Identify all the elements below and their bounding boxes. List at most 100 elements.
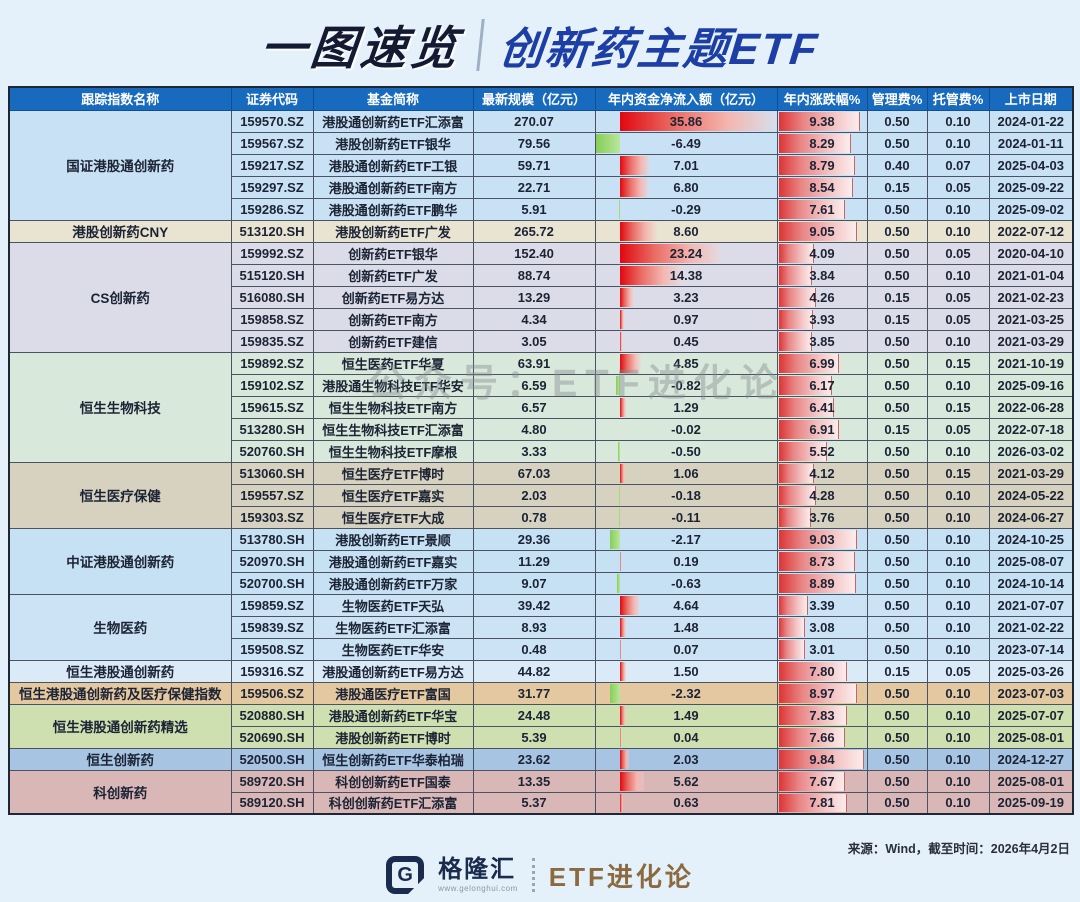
- cell-custody-fee: 0.05: [926, 659, 990, 683]
- cell-custody-fee: 0.10: [926, 527, 990, 551]
- title-divider-bar: [476, 19, 485, 71]
- table-row: 港股创新药CNY 513120.SH 港股创新药ETF广发 265.72 8.60 9.0…: [8, 219, 1074, 243]
- cell-fund-name: 恒生生物科技ETF摩根: [312, 439, 474, 463]
- cell-change: 7.67: [776, 769, 868, 793]
- cell-code: 520700.SH: [230, 571, 314, 595]
- cell-code: 159286.SZ: [230, 197, 314, 221]
- cell-scale: 4.80: [472, 417, 596, 441]
- cell-change: 3.85: [776, 329, 868, 353]
- cell-custody-fee: 0.15: [926, 395, 990, 419]
- cell-list-date: 2024-10-25: [988, 527, 1074, 551]
- inflow-value: 3.23: [673, 289, 699, 305]
- change-bar: [778, 353, 840, 373]
- cell-fund-name: 港股创新药ETF广发: [312, 219, 474, 243]
- cell-inflow: 0.63: [594, 791, 778, 815]
- page-title: 一图速览 创新药主题ETF: [0, 0, 1080, 84]
- cell-code: 159506.SZ: [230, 681, 314, 705]
- cell-inflow: 1.48: [594, 615, 778, 639]
- table-row: 513280.SH 恒生生物科技ETF汇添富 4.80 -0.02 6.91 0.15 0.…: [9, 417, 1074, 441]
- cell-list-date: 2024-01-11: [988, 131, 1074, 155]
- cell-mgmt-fee: 0.50: [866, 373, 928, 397]
- inflow-positive-bar: [619, 463, 625, 483]
- cell-scale: 0.48: [472, 637, 596, 661]
- cell-inflow: -0.82: [594, 373, 778, 397]
- cell-change: 9.84: [776, 747, 868, 771]
- cell-mgmt-fee: 0.15: [866, 175, 928, 199]
- gelonghui-logo-icon: G: [386, 856, 425, 894]
- cell-fund-name: 港股通创新药ETF汇添富: [312, 109, 474, 133]
- cell-custody-fee: 0.10: [926, 725, 990, 749]
- column-header-7: 托管费%: [926, 86, 990, 111]
- cell-index-name: 恒生医疗保健: [8, 461, 232, 529]
- cell-fund-name: 港股通医疗ETF富国: [312, 681, 474, 705]
- cell-mgmt-fee: 0.50: [866, 439, 928, 463]
- cell-inflow: 2.03: [594, 747, 778, 771]
- cell-list-date: 2025-09-22: [988, 175, 1074, 199]
- inflow-value: -0.18: [671, 487, 701, 503]
- cell-fund-name: 恒生生物科技ETF汇添富: [312, 417, 474, 441]
- cell-index-name: 生物医药: [8, 593, 232, 661]
- inflow-value: 4.64: [673, 597, 699, 613]
- table-row: 生物医药 159859.SZ 生物医药ETF天弘 39.42 4.64 3.39 0.50 0…: [8, 593, 1074, 661]
- change-value: 6.99: [809, 355, 835, 371]
- change-bar: [778, 595, 809, 615]
- change-bar: [778, 397, 835, 417]
- change-bar: [778, 485, 816, 505]
- inflow-negative-bar: [618, 199, 620, 219]
- cell-code: 159102.SZ: [230, 373, 314, 397]
- cell-list-date: 2025-08-01: [988, 725, 1074, 749]
- table-row: 159615.SZ 恒生生物科技ETF南方 6.57 1.29 6.41 0.50 0.15…: [9, 395, 1074, 419]
- cell-mgmt-fee: 0.50: [866, 527, 928, 551]
- table-row: 国证港股通创新药 159570.SZ 港股通创新药ETF汇添富 270.07 35.86…: [8, 109, 1074, 221]
- cell-list-date: 2021-03-29: [988, 461, 1074, 485]
- cell-change: 9.05: [776, 219, 868, 243]
- column-header-6: 管理费%: [866, 86, 928, 111]
- cell-scale: 24.48: [472, 703, 596, 727]
- cell-code: 513060.SH: [230, 461, 314, 485]
- change-value: 3.84: [809, 267, 835, 283]
- cell-list-date: 2021-10-19: [988, 351, 1074, 375]
- change-bar: [778, 309, 813, 329]
- inflow-value: 35.86: [669, 113, 703, 129]
- table-row: 516080.SH 创新药ETF易方达 13.29 3.23 4.26 0.15 0.05 2…: [9, 285, 1074, 309]
- cell-change: 7.66: [776, 725, 868, 749]
- inflow-value: 14.38: [669, 267, 703, 283]
- cell-fund-name: 创新药ETF建信: [312, 329, 474, 353]
- cell-change: 9.38: [776, 109, 868, 133]
- cell-custody-fee: 0.10: [926, 197, 990, 221]
- cell-list-date: 2025-04-03: [988, 153, 1074, 177]
- cell-change: 4.26: [776, 285, 868, 309]
- change-bar: [778, 375, 833, 395]
- cell-inflow: 0.19: [594, 549, 778, 573]
- cell-custody-fee: 0.05: [926, 175, 990, 199]
- cell-mgmt-fee: 0.15: [866, 659, 928, 683]
- inflow-positive-bar: [619, 595, 641, 615]
- cell-scale: 31.77: [472, 681, 596, 705]
- inflow-positive-bar: [619, 309, 625, 329]
- cell-scale: 4.34: [472, 307, 596, 331]
- cell-mgmt-fee: 0.50: [866, 571, 928, 595]
- inflow-value: -0.11: [671, 509, 701, 525]
- inflow-value: 8.60: [673, 223, 699, 239]
- column-header-2: 基金简称: [312, 86, 474, 111]
- inflow-negative-bar: [610, 529, 620, 549]
- cell-change: 3.01: [776, 637, 868, 661]
- column-header-5: 年内涨跌幅%: [776, 86, 868, 111]
- change-bar: [778, 639, 805, 659]
- change-bar: [778, 221, 858, 241]
- table-row: 159217.SZ 港股通创新药ETF工银 59.71 7.01 8.79 0.40 0.0…: [9, 153, 1074, 177]
- cell-mgmt-fee: 0.50: [866, 351, 928, 375]
- cell-mgmt-fee: 0.50: [866, 329, 928, 353]
- cell-fund-name: 恒生创新药ETF华泰柏瑞: [312, 747, 474, 771]
- change-value: 3.85: [809, 333, 835, 349]
- inflow-positive-bar: [619, 353, 641, 373]
- change-bar: [778, 683, 857, 703]
- cell-fund-name: 生物医药ETF天弘: [312, 593, 474, 617]
- change-bar: [778, 463, 815, 483]
- cell-scale: 3.33: [472, 439, 596, 463]
- cell-mgmt-fee: 0.50: [866, 483, 928, 507]
- cell-inflow: 0.97: [594, 307, 778, 331]
- cell-list-date: 2022-07-12: [988, 219, 1074, 243]
- table-row: 589120.SH 科创创新药ETF汇添富 5.37 0.63 7.81 0.50 0.10…: [9, 791, 1074, 815]
- change-bar: [778, 771, 846, 791]
